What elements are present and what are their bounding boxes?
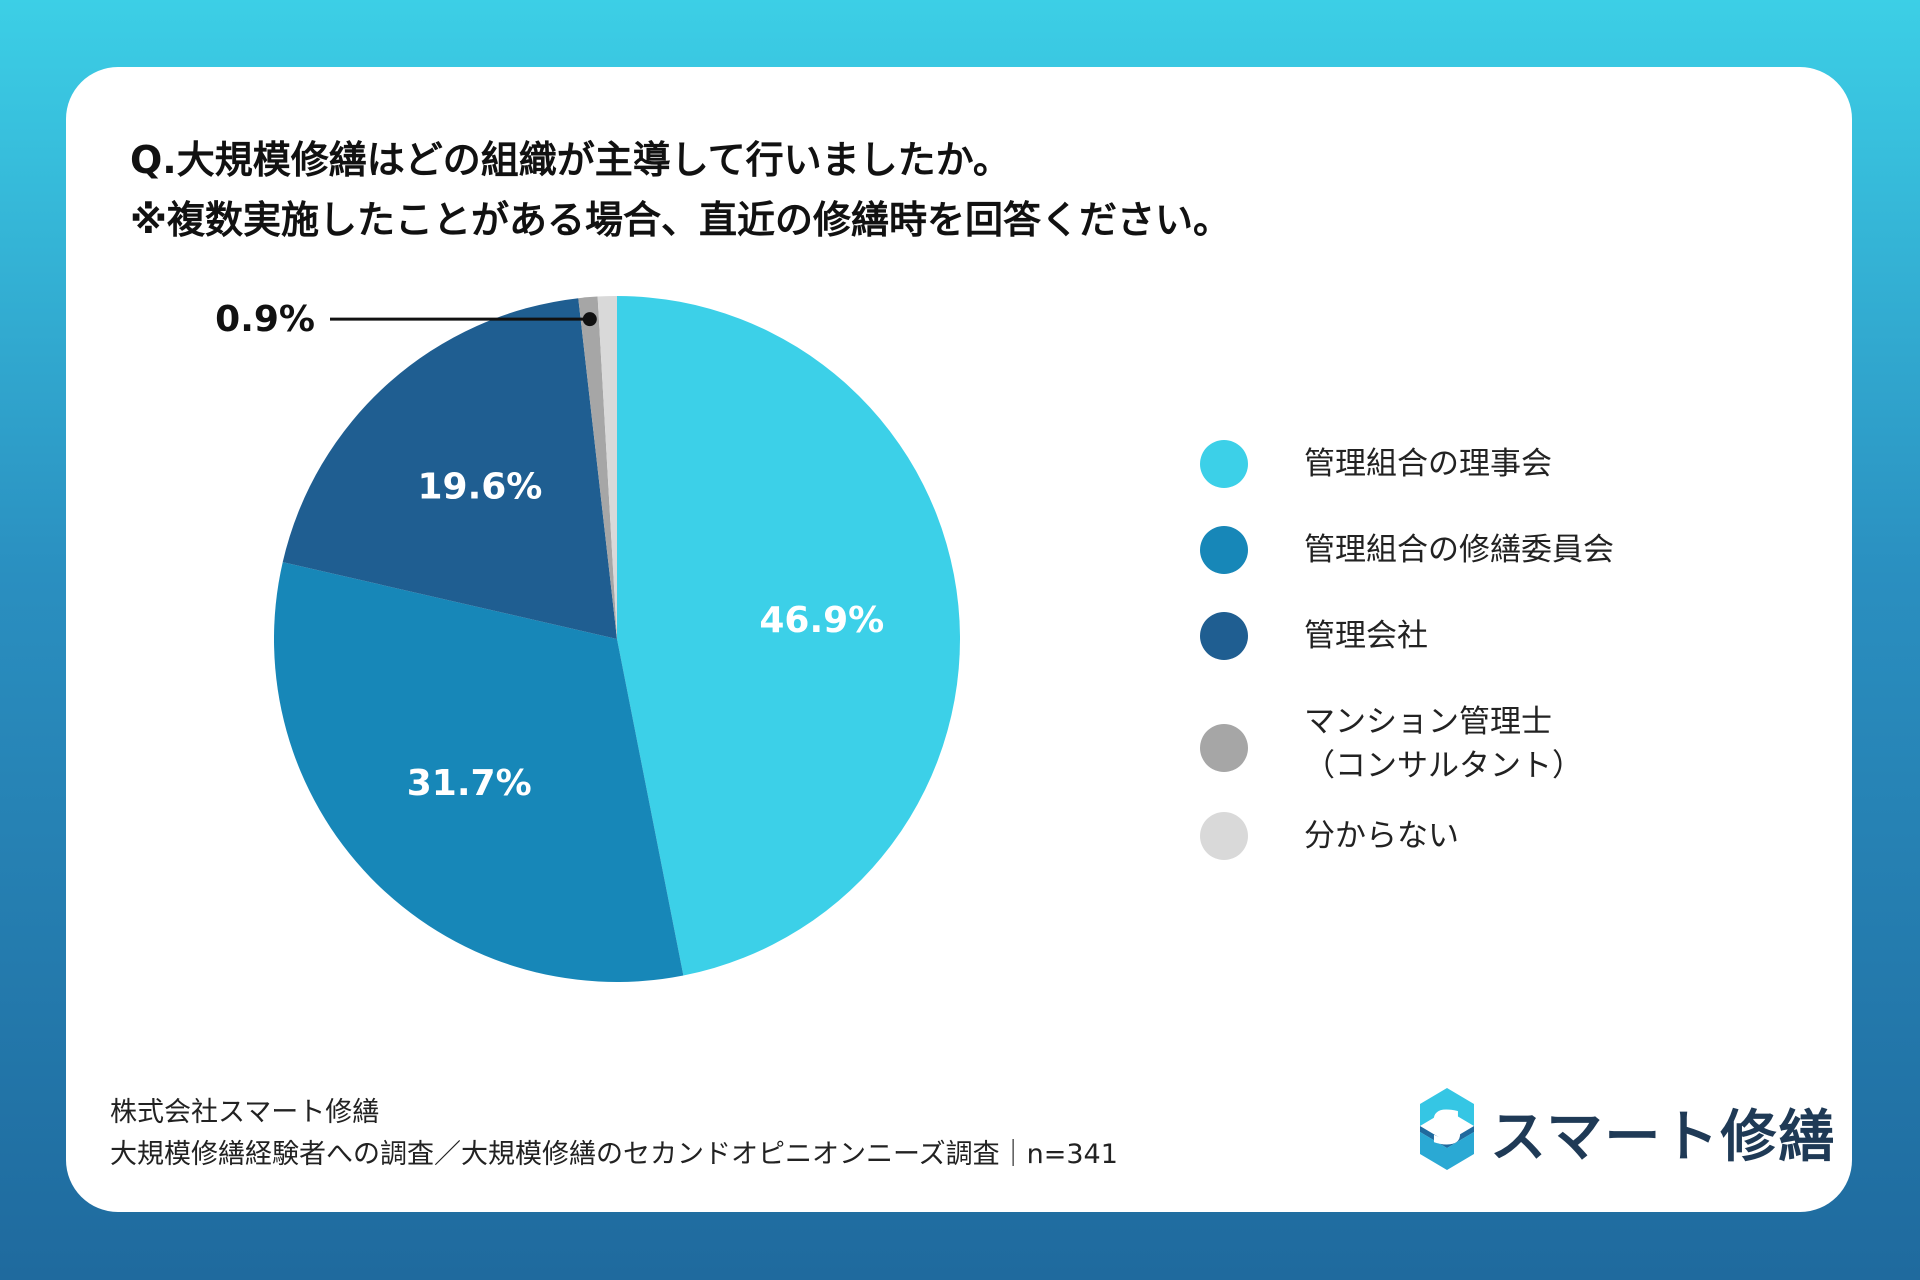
pie-slice-rijikai: [617, 296, 961, 976]
legend-swatch: [1200, 724, 1248, 772]
footer-company: 株式会社スマート修繕: [110, 1097, 380, 1128]
pie-slice-kanri-gaisha: [282, 298, 617, 639]
logo-text: スマート修繕: [1490, 1105, 1837, 1170]
svg-text:S: S: [1430, 1101, 1463, 1155]
legend-label: 分からない: [1304, 818, 1459, 854]
pie-slice-shuzen-iinkai: [273, 562, 684, 982]
pie-slices: [273, 296, 961, 982]
pie-labels: 46.9% 31.7% 19.6%: [407, 466, 885, 804]
legend-label: マンション管理士 （コンサルタント）: [1304, 704, 1583, 784]
legend-label: 管理会社: [1304, 618, 1428, 654]
title-line-2: ※複数実施したことがある場合、直近の修繕時を回答ください。: [130, 198, 1231, 242]
logo-s-icon: S: [1420, 1088, 1474, 1170]
data-label-kanri-gaisha: 19.6%: [417, 466, 542, 507]
pie-slice-wakaranai: [597, 296, 617, 639]
legend-label: 管理組合の理事会: [1304, 446, 1552, 482]
footer: 株式会社スマート修繕 大規模修繕経験者への調査／大規模修繕のセカンドオピニオンニ…: [110, 1092, 1118, 1176]
legend-swatch: [1200, 440, 1248, 488]
footer-survey: 大規模修繕経験者への調査／大規模修繕のセカンドオピニオンニーズ調査｜n=341: [110, 1139, 1118, 1170]
legend-swatch: [1200, 612, 1248, 660]
chart-title: Q.大規模修繕はどの組織が主導して行いましたか。 ※複数実施したことがある場合、…: [130, 130, 1231, 250]
callout-dot: [582, 312, 597, 327]
data-label-mansion-kanrishi: 0.9%: [215, 299, 315, 340]
legend-label: 管理組合の修繕委員会: [1304, 532, 1614, 568]
pie-callout: 0.9%: [215, 299, 597, 340]
title-line-1: Q.大規模修繕はどの組織が主導して行いましたか。: [130, 138, 1011, 182]
data-label-shuzen-iinkai: 31.7%: [407, 763, 532, 804]
legend-swatch: [1200, 812, 1248, 860]
legend-swatch: [1200, 526, 1248, 574]
data-label-rijikai: 46.9%: [759, 600, 884, 641]
pie-slice-mansion-kanrishi: [578, 296, 617, 639]
